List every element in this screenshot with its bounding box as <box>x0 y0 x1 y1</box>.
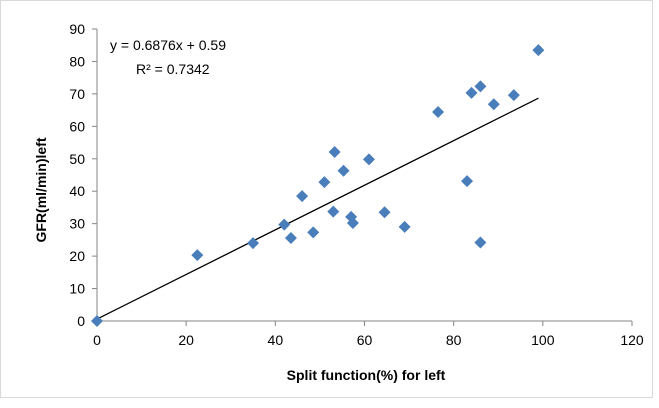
x-tick-label: 80 <box>446 332 462 348</box>
x-tick-label: 20 <box>178 332 194 348</box>
equation-label: y = 0.6876x + 0.59 <box>110 37 226 53</box>
y-tick-label: 30 <box>69 216 85 232</box>
x-tick-label: 120 <box>620 332 644 348</box>
y-tick-label: 20 <box>69 248 85 264</box>
y-tick-label: 50 <box>69 151 85 167</box>
x-tick-label: 40 <box>268 332 284 348</box>
y-tick-label: 10 <box>69 281 85 297</box>
y-axis-title: GFR(ml/min)left <box>33 137 49 242</box>
y-tick-label: 60 <box>69 118 85 134</box>
y-tick-label: 70 <box>69 86 85 102</box>
r-squared-label: R² = 0.7342 <box>136 61 210 77</box>
x-tick-label: 100 <box>531 332 555 348</box>
x-tick-label: 60 <box>357 332 373 348</box>
y-tick-label: 0 <box>77 313 85 329</box>
y-tick-label: 40 <box>69 183 85 199</box>
y-tick-label: 90 <box>69 21 85 37</box>
x-tick-label: 0 <box>93 332 101 348</box>
x-axis-title: Split function(%) for left <box>287 367 446 383</box>
y-tick-label: 80 <box>69 53 85 69</box>
